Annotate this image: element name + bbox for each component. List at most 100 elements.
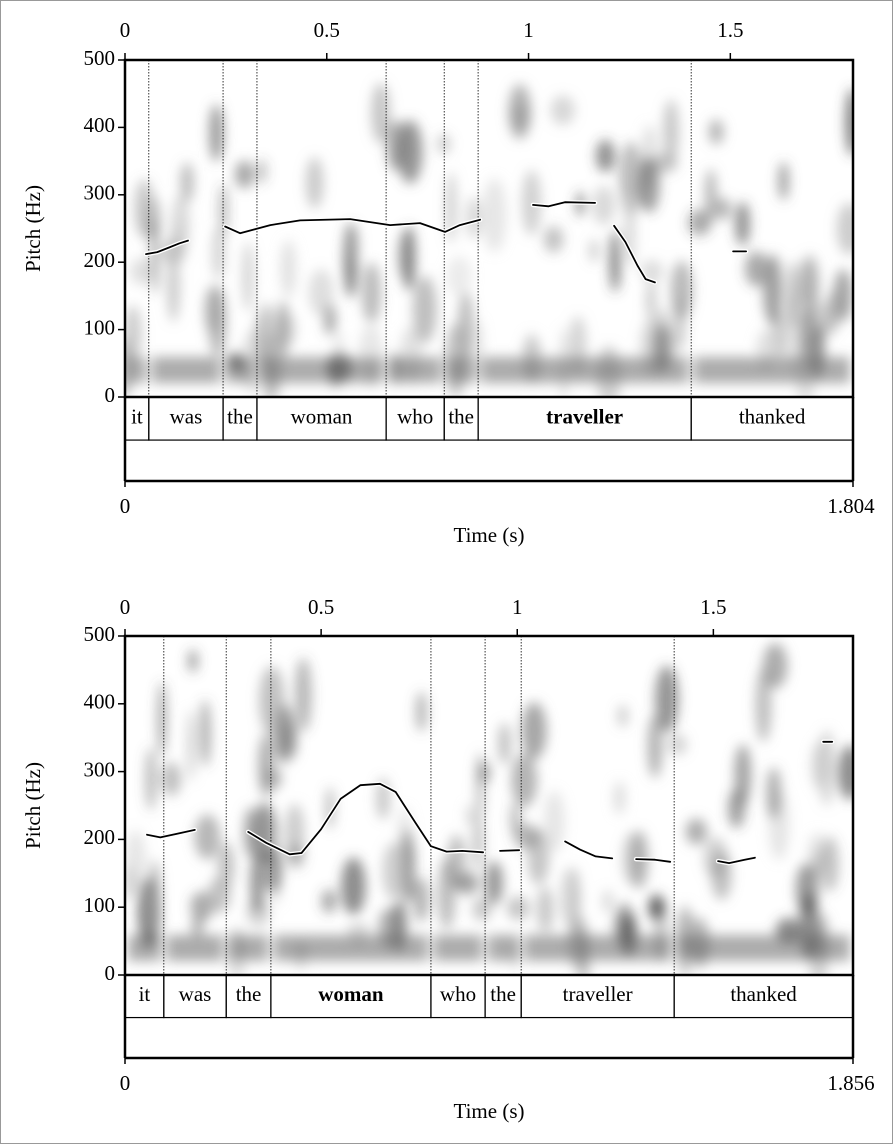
spectro-blob — [482, 178, 507, 252]
y-tick-label: 100 — [84, 893, 116, 917]
spectro-blob — [191, 913, 204, 938]
spectro-blob — [618, 141, 644, 216]
x-start-label: 0 — [120, 1071, 131, 1095]
spectro-blob — [280, 239, 297, 298]
spectro-blob — [708, 119, 724, 145]
spectro-blob — [209, 104, 224, 162]
spectro-floor — [524, 935, 672, 961]
x-start-label: 0 — [120, 494, 131, 518]
pitch-contour — [224, 218, 481, 235]
spectro-blob — [308, 269, 334, 317]
spectro-blob — [595, 139, 615, 173]
spectro-blob — [180, 162, 194, 203]
spectro-blob — [437, 857, 456, 930]
spectro-blob — [513, 823, 540, 850]
spectro-blob — [485, 861, 503, 905]
spectro-blob — [638, 156, 660, 213]
y-axis-label: Pitch (Hz) — [21, 762, 45, 849]
spectro-blob — [592, 186, 616, 225]
spectro-blob — [845, 88, 853, 157]
spectro-blob — [446, 256, 472, 297]
spectro-blob — [472, 897, 492, 921]
spectro-floor — [433, 935, 483, 961]
spectro-blob — [521, 702, 547, 760]
spectro-blob — [199, 699, 211, 767]
pitch-contour — [564, 840, 614, 860]
spectro-floor — [128, 935, 161, 961]
spectro-blob — [305, 157, 324, 209]
spectro-floor — [151, 357, 221, 383]
spectro-blob — [735, 201, 750, 246]
y-tick-label: 300 — [84, 757, 116, 781]
x-tick-label: 0 — [120, 595, 131, 619]
spectro-blob — [157, 681, 167, 757]
word-label: traveller — [546, 404, 623, 428]
pitch-contour — [245, 781, 486, 857]
x-axis-label: Time (s) — [454, 1099, 525, 1123]
spectro-blob — [715, 197, 732, 221]
spectro-blob — [511, 753, 538, 808]
spectro-blob — [688, 209, 712, 236]
spectro-floor — [166, 935, 224, 961]
spectro-blob — [705, 168, 717, 223]
spectro-blob — [212, 226, 225, 280]
y-tick-label: 400 — [84, 690, 116, 714]
spectro-blob — [262, 767, 282, 790]
x-tick-label: 0.5 — [308, 595, 334, 619]
word-label: thanked — [730, 982, 797, 1006]
y-tick-label: 0 — [105, 383, 116, 407]
pitch-contour — [247, 782, 484, 856]
spectro-blob — [766, 767, 782, 820]
x-tick-label: 1 — [523, 18, 534, 42]
spectro-blob — [820, 836, 839, 892]
spectro-blob — [778, 161, 789, 201]
word-label: was — [170, 404, 203, 428]
spectro-blob — [194, 814, 221, 860]
word-label: woman — [318, 982, 384, 1006]
spectro-blob — [294, 657, 312, 733]
spectro-blob — [589, 238, 600, 263]
pitch-contour — [562, 839, 615, 861]
spectro-blob — [125, 305, 142, 364]
spectro-floor — [694, 357, 850, 383]
spectro-blob — [645, 281, 657, 320]
spectro-blob — [455, 872, 480, 895]
word-label: who — [397, 404, 433, 428]
pitch-contour — [613, 224, 656, 284]
spectro-floor — [677, 935, 850, 961]
spectro-blob — [415, 691, 427, 732]
word-label: the — [227, 404, 253, 428]
spectro-blob — [668, 734, 687, 755]
y-tick-label: 100 — [84, 315, 116, 339]
word-label: woman — [291, 404, 353, 428]
spectro-blob — [437, 133, 451, 155]
spectro-blob — [559, 866, 581, 929]
spectro-blob — [466, 804, 475, 827]
spectro-blob — [475, 751, 485, 822]
spectro-blob — [755, 667, 772, 743]
word-label: the — [236, 982, 262, 1006]
spectro-blob — [130, 258, 153, 285]
spectro-floor — [226, 357, 254, 383]
spectro-blob — [371, 82, 391, 144]
spectro-blob — [647, 714, 663, 779]
x-tick-label: 1.5 — [700, 595, 726, 619]
spectro-blob — [350, 225, 359, 263]
pitch-contour — [499, 849, 521, 852]
spectro-blob — [321, 889, 337, 914]
word-label: who — [440, 982, 476, 1006]
spectro-blob — [734, 744, 752, 804]
spectro-blob — [670, 260, 693, 321]
spectro-blob — [601, 889, 614, 913]
spectro-blob — [654, 665, 679, 733]
spectro-blob — [188, 649, 198, 673]
x-axis-label: Time (s) — [454, 523, 525, 547]
spectro-blob — [544, 790, 565, 853]
spectro-blob — [836, 202, 853, 255]
spectro-blob — [235, 160, 254, 189]
spectro-blob — [259, 666, 285, 736]
y-tick-label: 0 — [105, 961, 116, 985]
spectro-floor — [447, 357, 476, 383]
y-tick-label: 500 — [84, 46, 116, 70]
